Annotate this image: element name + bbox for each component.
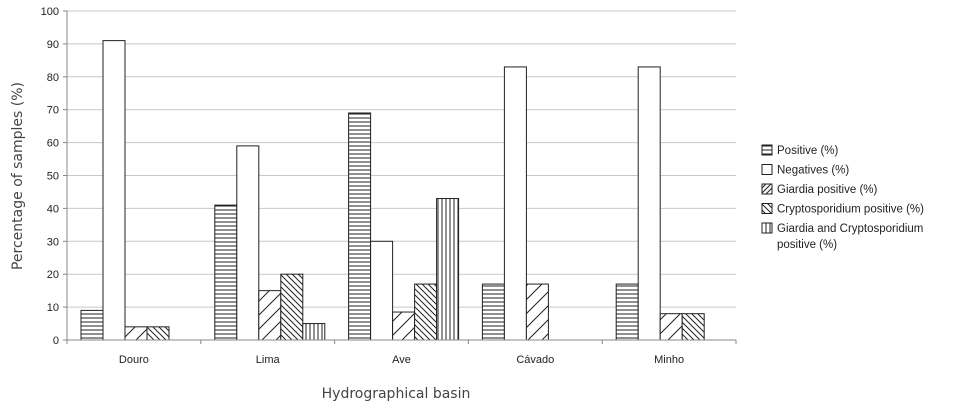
- bar-minho-series-2: [637, 66, 661, 341]
- y-tick-label: 80: [47, 72, 59, 84]
- bar-cávado-series-1: [481, 283, 505, 341]
- gridlines: [67, 10, 736, 341]
- bar-ave-series-3: [392, 311, 416, 341]
- x-tick-label: Minho: [654, 354, 684, 366]
- bar-lima-series-1: [214, 204, 238, 341]
- y-tick-label: 100: [41, 6, 59, 18]
- bar-lima-series-3: [258, 290, 282, 341]
- legend-swatch: [761, 183, 773, 195]
- bar-ave-series-4: [414, 283, 438, 341]
- x-tick-label: Lima: [256, 354, 281, 366]
- bar-lima-series-5: [302, 323, 326, 341]
- legend-swatch: [761, 203, 773, 214]
- bar-minho-series-4: [681, 313, 705, 341]
- y-tick-label: 50: [47, 171, 59, 183]
- y-tick-label: 0: [53, 335, 59, 347]
- legend-label: Negatives (%): [777, 165, 849, 177]
- legend-swatch: [761, 222, 773, 234]
- bar-douro-series-4: [146, 326, 170, 341]
- legend: Positive (%) Negatives (%) Giardia positiv…: [761, 144, 924, 251]
- legend-label: Giardia and Cryptosporidium positive (%): [777, 223, 923, 251]
- bar-douro-series-1: [80, 309, 104, 341]
- bar-lima-series-4: [280, 273, 304, 341]
- bar-minho-series-1: [615, 283, 639, 341]
- legend-swatch: [761, 164, 773, 175]
- bar-lima-series-2: [236, 145, 260, 341]
- x-tick-label: Cávado: [516, 354, 554, 366]
- x-axis-title: Hydrographical basin: [322, 386, 471, 402]
- x-tick-label: Ave: [392, 354, 411, 366]
- x-tick-label: Douro: [119, 354, 149, 366]
- y-tick-label: 30: [47, 236, 59, 248]
- legend-swatch: [761, 144, 773, 156]
- y-tick-label: 10: [47, 302, 59, 314]
- y-tick-label: 70: [47, 105, 59, 117]
- y-axis-ticks: 0 10 20 30 40 50 60 70 80 90 100: [41, 6, 67, 347]
- y-tick-label: 60: [47, 138, 59, 150]
- bar-ave-series-5: [436, 198, 460, 341]
- bar-cávado-series-3: [525, 283, 549, 341]
- legend-label: Positive (%): [777, 145, 839, 157]
- bar-douro-series-3: [124, 326, 148, 341]
- bar-minho-series-3: [659, 313, 683, 341]
- y-tick-label: 40: [47, 203, 59, 215]
- y-tick-label: 20: [47, 269, 59, 281]
- bars: [80, 40, 705, 341]
- bar-ave-series-1: [348, 112, 372, 341]
- legend-label: Giardia positive (%): [777, 184, 878, 196]
- bar-cávado-series-2: [503, 66, 527, 341]
- legend-label: Cryptosporidium positive (%): [777, 204, 924, 216]
- bar-ave-series-2: [370, 240, 394, 341]
- bar-douro-series-2: [102, 40, 126, 341]
- x-axis-ticks: Douro Lima Ave Cávado Minho: [66, 340, 737, 366]
- y-tick-label: 90: [47, 39, 59, 51]
- y-axis-title: Percentage of samples (%): [10, 82, 26, 270]
